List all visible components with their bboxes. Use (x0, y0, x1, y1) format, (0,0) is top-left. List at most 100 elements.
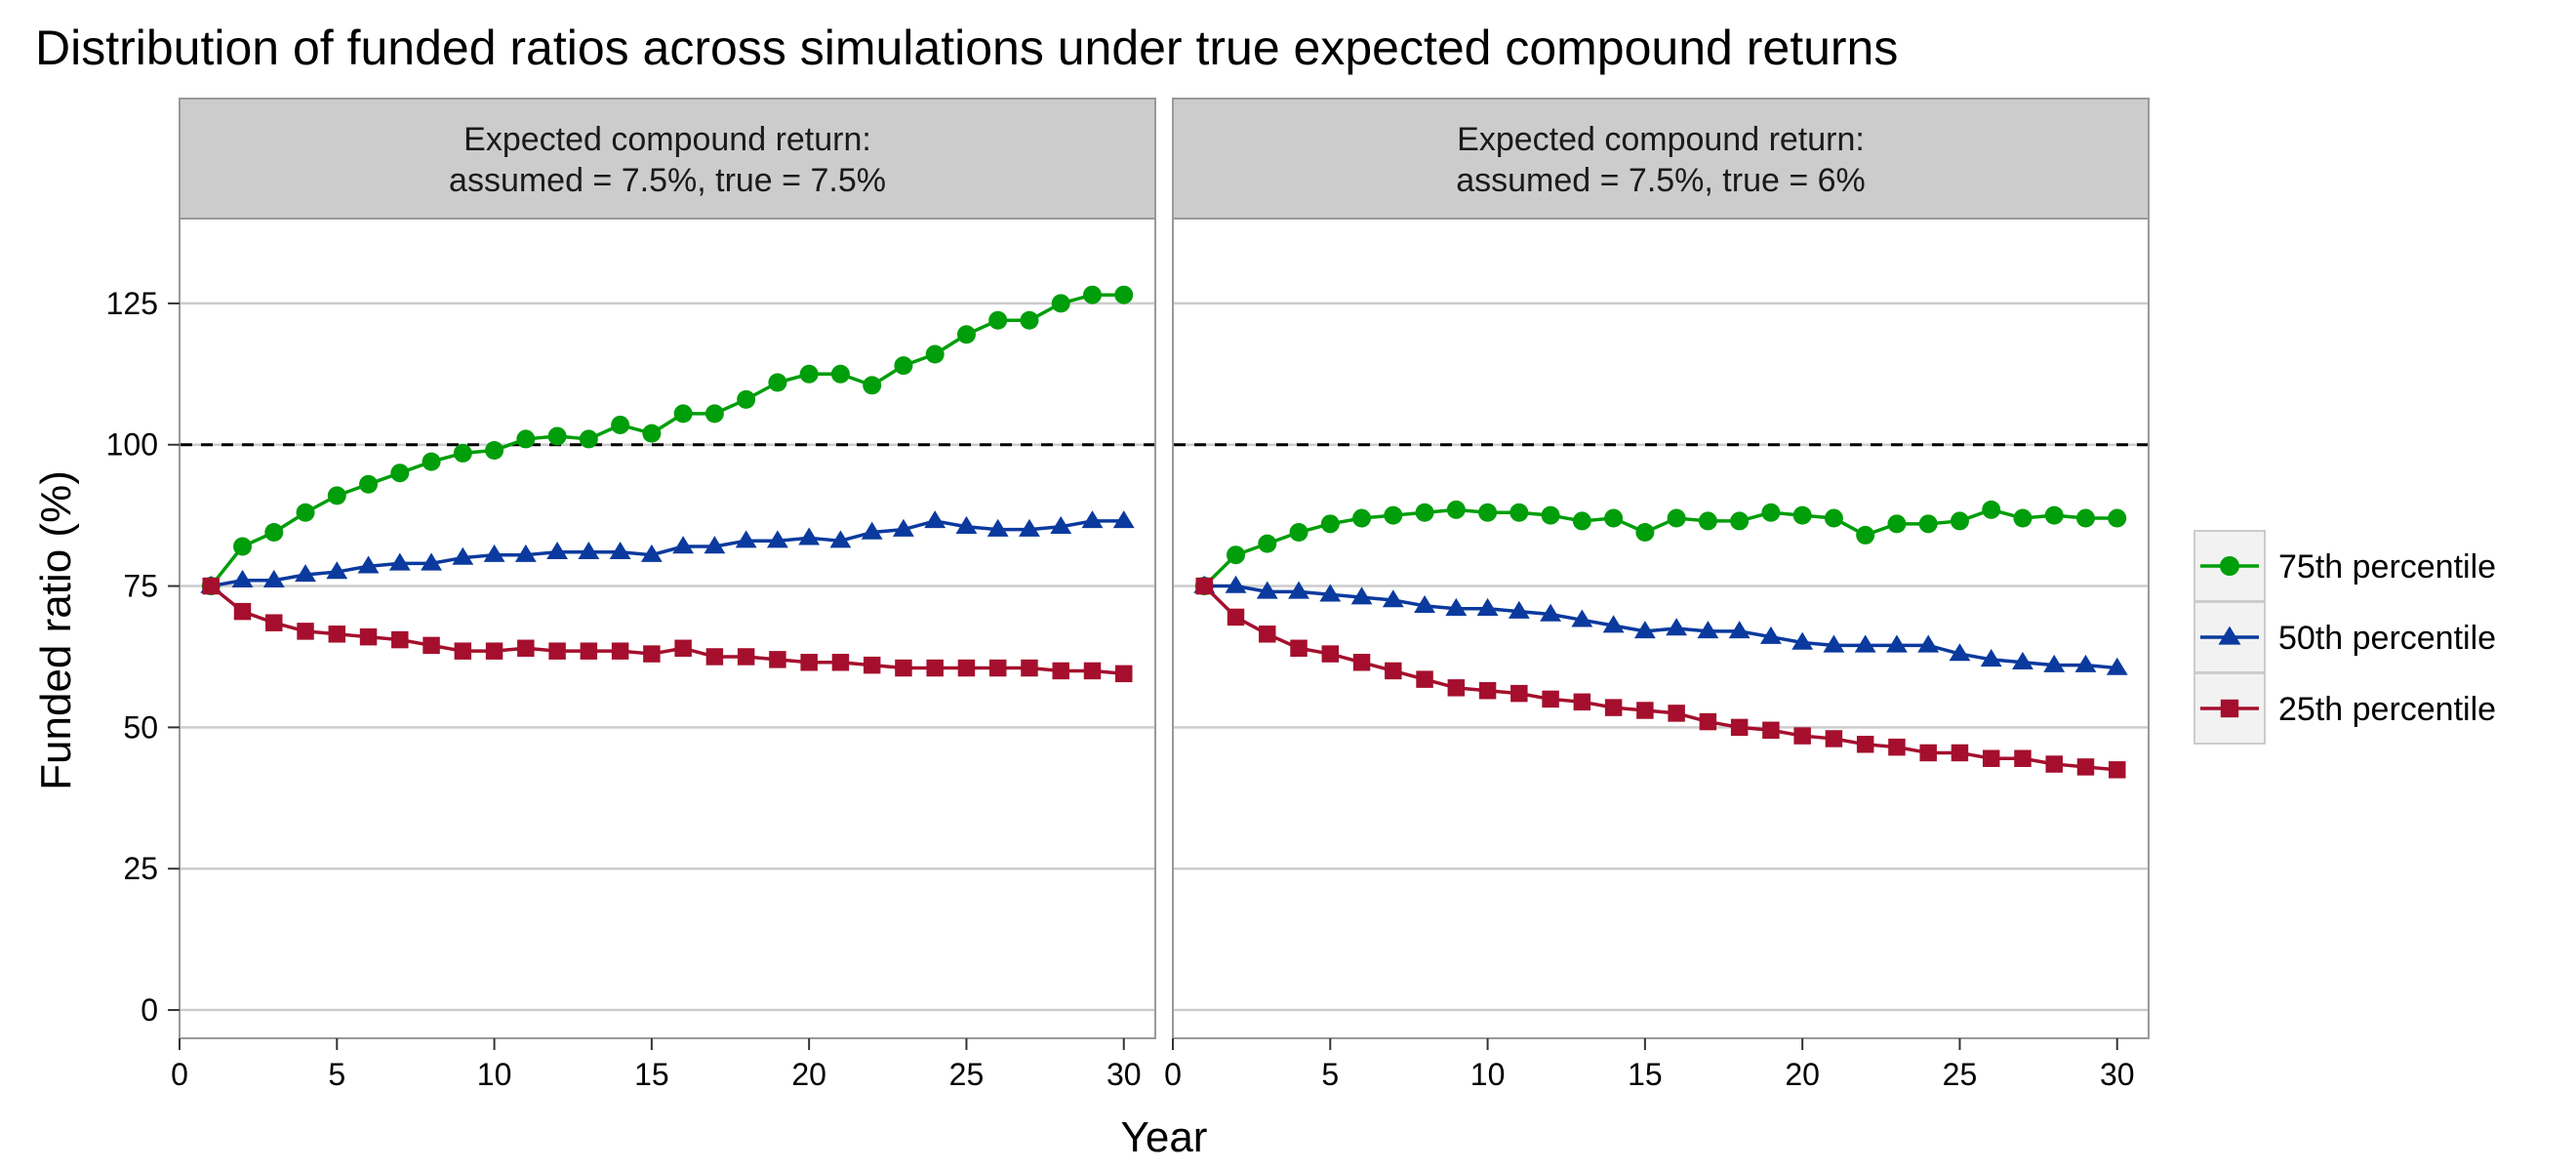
data-point-50th-percentile (295, 564, 316, 583)
data-point-25th-percentile (485, 642, 503, 660)
data-point-25th-percentile (2045, 755, 2063, 773)
y-axis: 0 25 50 75 100 125 (106, 286, 180, 1028)
data-point-25th-percentile (1083, 662, 1102, 680)
data-point-25th-percentile (2076, 758, 2095, 776)
data-point-25th-percentile (1385, 662, 1402, 680)
data-point-25th-percentile (957, 659, 976, 677)
data-point-75th-percentile (956, 325, 976, 344)
data-point-50th-percentile (1697, 621, 1719, 639)
panel-2-strip-line-1: Expected compound return: (1457, 121, 1865, 158)
data-point-25th-percentile (202, 577, 220, 595)
data-point-50th-percentile (1382, 589, 1404, 608)
data-point-25th-percentile (674, 639, 692, 658)
data-point-25th-percentile (988, 659, 1007, 677)
data-point-50th-percentile (452, 546, 474, 565)
chart-title: Distribution of funded ratios across sim… (35, 20, 1898, 75)
data-point-25th-percentile (643, 645, 661, 663)
data-point-75th-percentile (988, 310, 1008, 330)
data-point-75th-percentile (1509, 503, 1529, 522)
data-point-50th-percentile (1791, 631, 1814, 650)
data-point-75th-percentile (1761, 503, 1781, 522)
data-point-75th-percentile (1950, 511, 1969, 531)
data-point-75th-percentile (233, 537, 253, 556)
data-point-25th-percentile (1052, 662, 1069, 680)
data-point-25th-percentile (580, 642, 598, 660)
data-point-25th-percentile (1573, 693, 1591, 711)
data-point-50th-percentile (640, 544, 663, 562)
data-point-75th-percentile (1352, 508, 1372, 528)
data-point-50th-percentile (578, 541, 600, 560)
data-point-50th-percentile (421, 552, 442, 571)
data-point-50th-percentile (2043, 654, 2066, 672)
data-point-75th-percentile (1051, 294, 1070, 313)
legend-marker-75th-percentile (2220, 556, 2239, 576)
data-point-75th-percentile (1227, 545, 1246, 565)
data-point-75th-percentile (611, 415, 630, 434)
legend-label-75th-percentile: 75th percentile (2278, 548, 2496, 586)
x-tick-label: 25 (949, 1057, 985, 1092)
data-point-50th-percentile (1980, 649, 2002, 667)
data-point-25th-percentile (705, 648, 724, 666)
data-point-25th-percentile (1510, 684, 1528, 703)
data-point-50th-percentile (326, 561, 348, 580)
data-point-25th-percentile (1021, 659, 1038, 677)
data-point-25th-percentile (1259, 626, 1276, 643)
data-point-25th-percentile (1793, 727, 1811, 745)
data-point-50th-percentile (1854, 634, 1876, 653)
data-point-25th-percentile (548, 642, 566, 660)
data-point-25th-percentile (1416, 670, 1433, 688)
panel-2: Expected compound return: assumed = 7.5%… (1164, 98, 2150, 1092)
data-point-50th-percentile (2012, 651, 2033, 669)
data-point-75th-percentile (264, 523, 284, 543)
data-point-50th-percentile (1571, 609, 1593, 627)
data-point-25th-percentile (1227, 608, 1245, 626)
data-point-75th-percentile (894, 356, 913, 376)
data-point-75th-percentile (579, 429, 598, 449)
x-tick-label: 30 (2100, 1057, 2135, 1092)
data-point-50th-percentile (262, 569, 285, 587)
legend-label-25th-percentile: 25th percentile (2278, 691, 2496, 728)
data-point-50th-percentile (483, 544, 505, 562)
legend: 75th percentile 50th percentile 25th perce… (2194, 530, 2496, 745)
data-point-75th-percentile (1572, 511, 1591, 531)
data-point-25th-percentile (297, 623, 314, 640)
data-point-50th-percentile (1350, 586, 1373, 605)
legend-label-50th-percentile: 50th percentile (2278, 620, 2496, 657)
data-point-25th-percentile (454, 642, 472, 660)
data-point-75th-percentile (925, 344, 945, 364)
data-point-25th-percentile (233, 602, 252, 621)
data-point-75th-percentile (2044, 505, 2064, 525)
data-point-50th-percentile (704, 536, 726, 554)
panel-2-x-axis: 0 5 10 15 20 25 30 (1164, 1038, 2135, 1092)
data-point-75th-percentile (485, 441, 504, 461)
panel-1-strip (179, 98, 1156, 220)
panel-1-strip-line-2: assumed = 7.5%, true = 7.5% (449, 162, 886, 199)
data-point-50th-percentile (1508, 600, 1530, 619)
data-point-75th-percentile (1384, 505, 1403, 525)
data-point-50th-percentile (672, 536, 695, 554)
data-point-50th-percentile (1823, 634, 1845, 653)
data-point-50th-percentile (514, 544, 537, 562)
data-point-75th-percentile (768, 373, 787, 392)
data-point-50th-percentile (1602, 615, 1625, 633)
x-axis-title: Year (1121, 1113, 1208, 1161)
data-point-50th-percentile (231, 569, 254, 587)
data-point-25th-percentile (1542, 690, 1559, 708)
data-point-25th-percentile (265, 614, 283, 631)
data-point-25th-percentile (831, 654, 850, 671)
data-point-25th-percentile (1321, 645, 1340, 663)
data-point-75th-percentile (863, 376, 882, 395)
data-point-75th-percentile (830, 364, 850, 384)
panel-1-series (200, 285, 1135, 683)
data-point-75th-percentile (1667, 508, 1686, 528)
y-tick-label: 0 (141, 992, 158, 1028)
data-point-50th-percentile (1445, 597, 1468, 616)
data-point-50th-percentile (798, 527, 821, 545)
data-point-25th-percentile (895, 659, 912, 677)
data-point-25th-percentile (1195, 577, 1213, 595)
x-tick-label: 10 (1470, 1057, 1506, 1092)
data-point-75th-percentile (1258, 534, 1277, 553)
data-point-25th-percentile (1636, 702, 1654, 719)
data-point-25th-percentile (1352, 654, 1371, 671)
data-point-75th-percentile (296, 503, 315, 522)
